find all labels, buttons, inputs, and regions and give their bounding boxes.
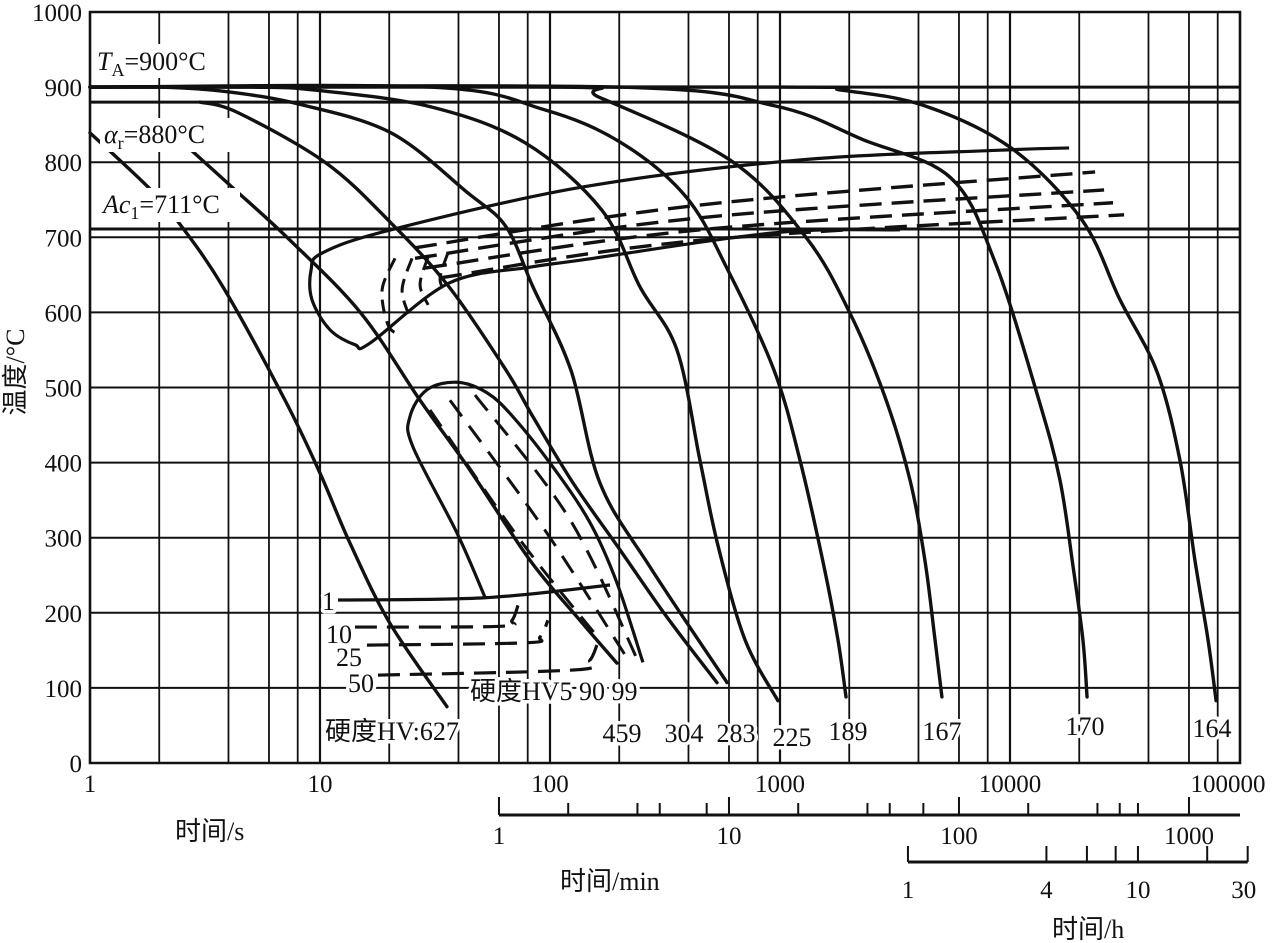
cooling-curve-hv-459: [180, 140, 619, 665]
hardness-label-627: 硬度HV:627: [325, 717, 459, 746]
cooling-curve-hv-170: [88, 84, 1089, 699]
y-tick-label: 300: [45, 526, 83, 553]
ferrite-dashed-arc: [400, 257, 414, 319]
chart-marks: [88, 83, 1218, 709]
cooling-curve-hv-164: [88, 85, 1218, 703]
martensite-line-10: [354, 604, 520, 629]
hardness-label-167: 167: [923, 717, 962, 746]
x-tick-label-seconds: 100000: [1191, 771, 1266, 798]
y-tick-label: 800: [45, 150, 83, 177]
pearlite-dashed-line: [414, 170, 1096, 250]
hardness-label-164: 164: [1193, 714, 1232, 743]
minutes-tick-label: 1000: [1164, 823, 1214, 850]
ta-label: TA=900°C: [95, 44, 223, 80]
martensite-label-1: 1: [322, 587, 335, 616]
x-axis-title-hours: 时间/h: [1052, 915, 1124, 943]
svg-text:Ac1=711°C: Ac1=711°C: [101, 190, 220, 223]
pearlite-dashed-line: [439, 213, 1125, 280]
y-tick-label: 400: [45, 451, 83, 478]
bainite-percent-label: 硬度HV5 90 99: [470, 677, 638, 706]
y-tick-label: 600: [45, 300, 83, 327]
y-tick-label: 1000: [32, 0, 82, 27]
hours-tick-label: 30: [1231, 877, 1256, 904]
y-tick-label: 900: [45, 75, 83, 102]
ferrite-dashed-arc: [438, 251, 450, 293]
ferrite-pearlite-region-outline: [308, 146, 1070, 351]
minutes-tick-label: 1: [493, 823, 506, 850]
x-tick-label-seconds: 100: [531, 771, 569, 798]
martensite-line-25: [366, 619, 550, 647]
martensite-line-50: [377, 644, 599, 677]
y-tick-label: 500: [45, 376, 83, 403]
hours-tick-label: 10: [1125, 877, 1150, 904]
martensite-label-50: 50: [348, 669, 374, 698]
y-axis-title: 温度/°C: [1, 329, 30, 416]
hardness-label-170: 170: [1066, 712, 1105, 741]
plot-frame: [88, 10, 1242, 765]
cooling-curve-hv-225: [88, 85, 780, 703]
x-axis-title-seconds: 时间/s: [175, 817, 244, 846]
hours-tick-label: 4: [1040, 877, 1053, 904]
x-tick-label-seconds: 10000: [979, 771, 1042, 798]
bainite-dashed-line: [448, 399, 627, 656]
martensite-label-10: 10: [326, 620, 352, 649]
y-tick-label: 700: [45, 225, 83, 252]
hardness-label-459: 459: [603, 719, 642, 748]
bainite-dashed-line: [473, 394, 642, 667]
ferrite-dashed-arc: [418, 256, 430, 306]
x-axis-title-minutes: 时间/min: [560, 867, 660, 896]
bainite-region-outline: [406, 380, 645, 663]
bainite-dashed-line: [428, 409, 602, 641]
y-tick-label: 100: [45, 676, 83, 703]
martensite-label-25: 25: [336, 643, 362, 672]
hardness-label-189: 189: [829, 717, 868, 746]
minutes-tick-label: 10: [716, 823, 741, 850]
cooling-curve-hv-304: [198, 100, 719, 685]
pearlite-dashed-line: [414, 188, 1105, 261]
ac1-label: Ac1=711°C: [100, 188, 240, 223]
hours-tick-label: 1: [902, 877, 915, 904]
pearlite-dashed-line: [424, 201, 1114, 270]
alpha-r-label: αr=880°C: [100, 118, 235, 153]
minutes-tick-label: 100: [940, 823, 978, 850]
x-tick-label-seconds: 1000: [755, 771, 805, 798]
hardness-label-283: 283: [717, 719, 756, 748]
hardness-label-225: 225: [773, 723, 812, 752]
svg-text:αr=880°C: αr=880°C: [104, 120, 205, 153]
svg-text:TA=900°C: TA=900°C: [97, 47, 206, 80]
x-tick-label-seconds: 10: [308, 771, 333, 798]
y-tick-label: 200: [45, 601, 83, 628]
hardness-label-304: 304: [665, 719, 704, 748]
x-tick-label-seconds: 1: [84, 771, 97, 798]
y-tick-label: 0: [70, 751, 83, 778]
martensite-line-1: [337, 583, 611, 602]
ferrite-dashed-arc: [380, 257, 401, 337]
cooling-curve-hv-283: [88, 85, 729, 685]
cooling-curve-hv-167: [88, 84, 944, 699]
